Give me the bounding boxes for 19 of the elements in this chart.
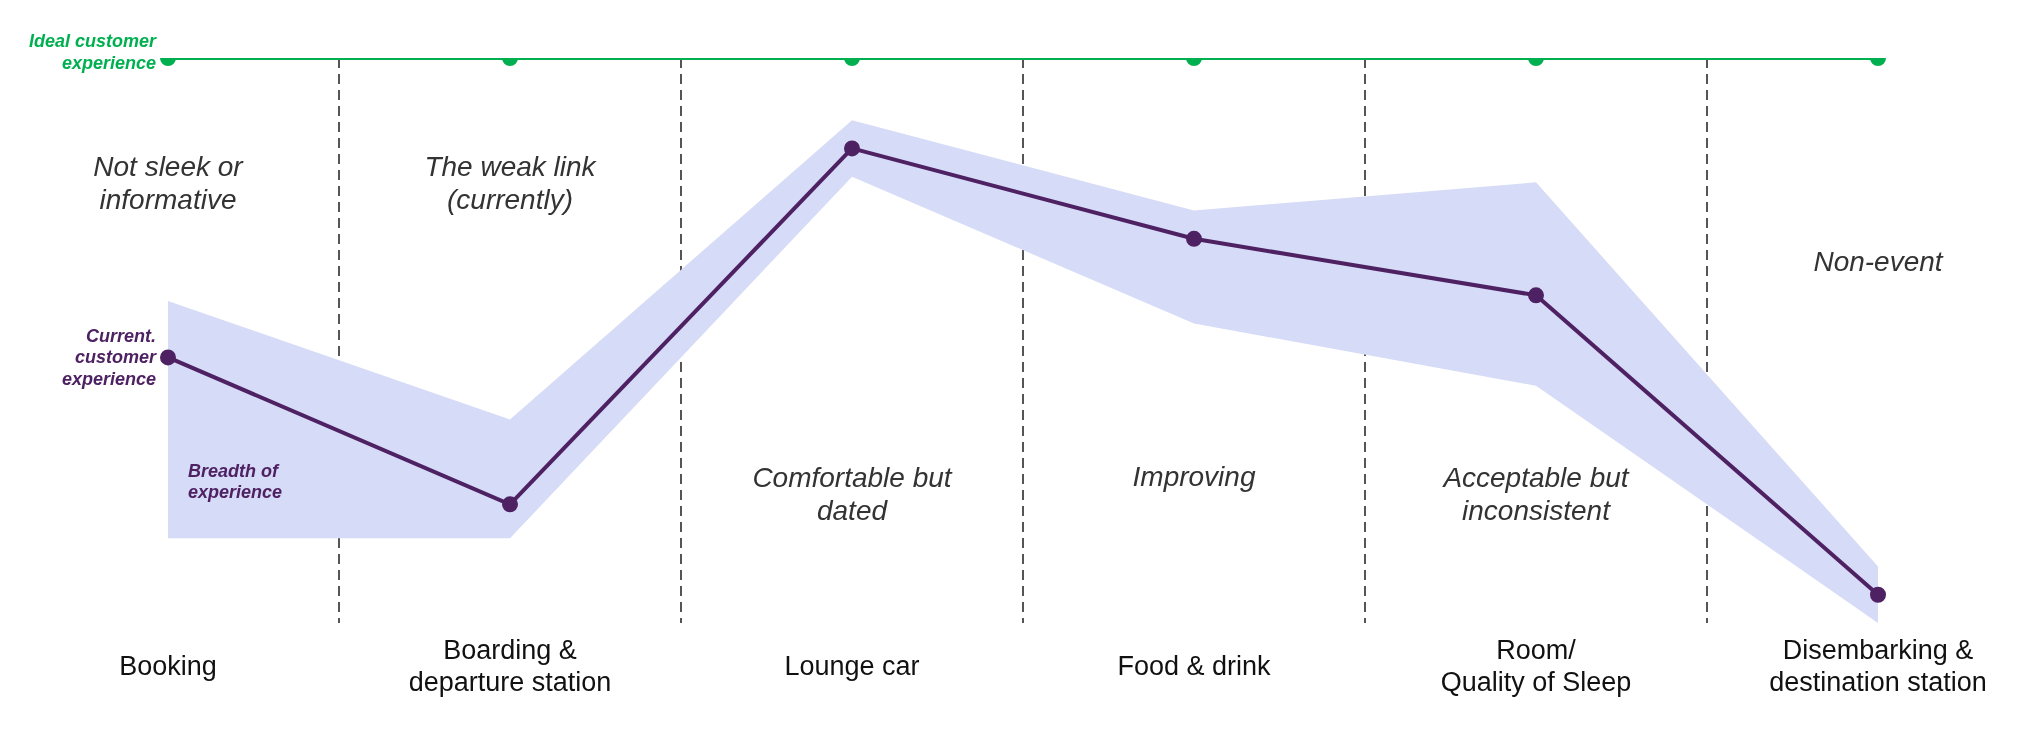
x-tick-label: Disembarking & destination station	[1769, 635, 1987, 697]
series-label: Current. customer experience	[61, 326, 157, 389]
point	[1870, 586, 1886, 603]
annotation: Acceptable but inconsistent	[1441, 461, 1630, 526]
series-label: Ideal customer experience	[28, 31, 157, 73]
point	[502, 496, 518, 513]
annotation: Not sleek or informative	[93, 150, 245, 215]
point	[1528, 287, 1544, 304]
annotation: Comfortable but dated	[752, 461, 953, 526]
x-tick-label: Food & drink	[1117, 651, 1272, 681]
annotation: Improving	[1132, 460, 1256, 492]
x-tick-label: Boarding & departure station	[408, 635, 612, 697]
x-tick-label: Lounge car	[784, 651, 920, 681]
x-tick-label: Booking	[119, 651, 217, 681]
point	[160, 349, 176, 366]
annotation: Breadth of experience	[188, 461, 283, 503]
annotation: Non-event	[1813, 245, 1944, 277]
annotation: The weak link (currently)	[424, 150, 598, 215]
x-tick-label: Room/ Quality of Sleep	[1440, 635, 1632, 697]
